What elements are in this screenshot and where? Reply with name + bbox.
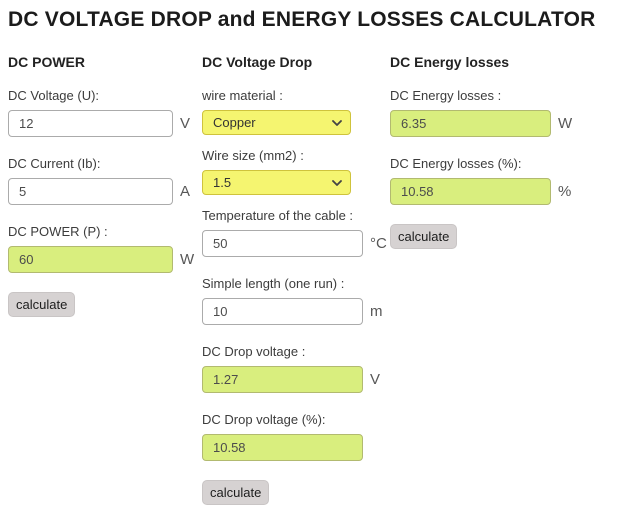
wire-material-selected-value: Copper — [213, 115, 256, 130]
dc-power-result-unit: W — [180, 251, 195, 268]
page-title: DC VOLTAGE DROP and ENERGY LOSSES CALCUL… — [8, 8, 596, 31]
energy-losses-percent-result-input[interactable] — [390, 178, 551, 205]
dc-energy-losses-section: DC Energy losses DC Energy losses : W DC… — [390, 44, 616, 249]
dc-current-input[interactable] — [8, 178, 173, 205]
voltage-drop-calculate-button[interactable]: calculate — [202, 480, 270, 505]
energy-losses-unit: W — [558, 115, 573, 132]
energy-losses-calculate-button[interactable]: calculate — [390, 224, 458, 249]
drop-voltage-result-input[interactable] — [202, 366, 363, 393]
dc-current-unit: A — [180, 183, 191, 200]
drop-voltage-result-field: DC Drop voltage : V — [202, 344, 390, 393]
dc-voltage-field: DC Voltage (U): V — [8, 88, 202, 137]
wire-size-field: Wire size (mm2) : 1.5 — [202, 148, 390, 195]
dc-current-label: DC Current (Ib): — [8, 156, 101, 171]
energy-losses-percent-label: DC Energy losses (%): — [390, 156, 522, 171]
length-label: Simple length (one run) : — [202, 276, 345, 291]
dc-power-heading: DC POWER — [8, 54, 85, 70]
dc-power-result-field: DC POWER (P) : W — [8, 224, 202, 273]
temperature-input[interactable] — [202, 230, 363, 257]
energy-losses-label: DC Energy losses : — [390, 88, 502, 103]
drop-voltage-percent-result-field: DC Drop voltage (%): — [202, 412, 390, 461]
wire-material-select[interactable]: Copper — [202, 110, 351, 135]
drop-voltage-label: DC Drop voltage : — [202, 344, 306, 359]
chevron-down-icon — [332, 119, 342, 126]
temperature-unit: °C — [370, 235, 387, 252]
dc-voltage-unit: V — [180, 115, 191, 132]
drop-voltage-percent-result-input[interactable] — [202, 434, 363, 461]
dc-energy-losses-heading: DC Energy losses — [390, 54, 510, 70]
dc-voltage-label: DC Voltage (U): — [8, 88, 100, 103]
length-input[interactable] — [202, 298, 363, 325]
dc-power-section: DC POWER DC Voltage (U): V DC Current (I… — [8, 44, 202, 317]
wire-size-label: Wire size (mm2) : — [202, 148, 304, 163]
dc-voltage-input[interactable] — [8, 110, 173, 137]
dc-power-result-input[interactable] — [8, 246, 173, 273]
temperature-field: Temperature of the cable : °C — [202, 208, 390, 257]
length-unit: m — [370, 303, 383, 320]
energy-losses-percent-unit: % — [558, 183, 572, 200]
drop-voltage-percent-label: DC Drop voltage (%): — [202, 412, 326, 427]
chevron-down-icon — [332, 179, 342, 186]
energy-losses-percent-result-field: DC Energy losses (%): % — [390, 156, 616, 205]
dc-power-result-label: DC POWER (P) : — [8, 224, 108, 239]
wire-material-label: wire material : — [202, 88, 283, 103]
drop-voltage-unit: V — [370, 371, 381, 388]
power-calculate-button[interactable]: calculate — [8, 292, 76, 317]
dc-current-field: DC Current (Ib): A — [8, 156, 202, 205]
calculator-columns: DC POWER DC Voltage (U): V DC Current (I… — [8, 44, 616, 505]
wire-material-field: wire material : Copper — [202, 88, 390, 135]
wire-size-select[interactable]: 1.5 — [202, 170, 351, 195]
dc-voltage-drop-section: DC Voltage Drop wire material : Copper W… — [202, 44, 390, 505]
energy-losses-result-field: DC Energy losses : W — [390, 88, 616, 137]
length-field: Simple length (one run) : m — [202, 276, 390, 325]
temperature-label: Temperature of the cable : — [202, 208, 354, 223]
wire-size-selected-value: 1.5 — [213, 175, 232, 190]
energy-losses-result-input[interactable] — [390, 110, 551, 137]
dc-voltage-drop-heading: DC Voltage Drop — [202, 54, 313, 70]
